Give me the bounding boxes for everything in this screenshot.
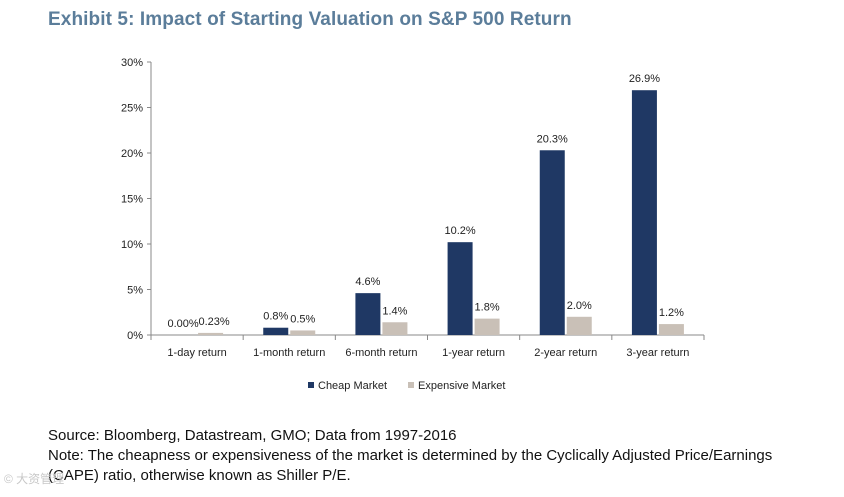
data-label-cheap: 0.00% [167,318,198,330]
chart-title: Exhibit 5: Impact of Starting Valuation … [48,9,572,30]
data-label-expensive: 1.2% [659,307,684,319]
data-label-cheap: 26.9% [629,73,660,85]
cape-note-line-2: (CAPE) ratio, otherwise known as Shiller… [48,467,351,484]
y-axis: 0% 5% 10% 15% 20% 25% 30% [121,57,152,342]
legend-label-cheap: Cheap Market [318,380,387,392]
bar-cheap-market [631,90,657,336]
bar-cheap-market [539,150,565,335]
x-tick-label: 1-month return [253,347,325,359]
bar-expensive-market [474,318,500,335]
x-axis: 1-day return 1-month return 6-month return… [150,334,705,359]
legend: Cheap Market Expensive Market [308,380,505,392]
data-label-expensive: 2.0% [567,300,592,312]
y-tick-label: 5% [127,285,143,297]
bar-expensive-market [382,322,408,335]
x-tick-label: 3-year return [626,347,689,359]
data-label-cheap: 0.8% [263,311,288,323]
y-tick-label: 25% [121,103,143,115]
y-tick-label: 20% [121,148,143,160]
footnotes: Source: Bloomberg, Datastream, GMO; Data… [48,426,838,486]
legend-label-expensive: Expensive Market [418,380,505,392]
cape-note-line-1: Note: The cheapness or expensiveness of … [48,447,773,464]
bar-cheap-market [447,242,473,335]
legend-swatch-cheap [308,382,314,388]
bar-chart: 0% 5% 10% 15% 20% 25% 30% 1-day return 1-month … [121,57,705,392]
bar-cheap-market [263,327,289,335]
x-tick-label: 1-year return [442,347,505,359]
y-tick-label: 15% [121,194,143,206]
y-tick-label: 0% [127,330,143,342]
y-tick-label: 10% [121,239,143,251]
data-label-cheap: 20.3% [537,133,568,145]
bar-expensive-market [566,316,592,335]
legend-swatch-expensive [408,382,414,388]
source-note: Source: Bloomberg, Datastream, GMO; Data… [48,427,457,444]
x-tick-label: 1-day return [167,347,226,359]
data-label-expensive: 0.23% [198,316,229,328]
watermark-logo: © 大资管理 [4,472,65,486]
x-tick-label: 2-year return [534,347,597,359]
data-label-expensive: 1.8% [475,302,500,314]
x-tick-label: 6-month return [345,347,417,359]
data-label-expensive: 0.5% [290,313,315,325]
bar-expensive-market [658,324,684,335]
data-label-cheap: 4.6% [355,276,380,288]
data-label-expensive: 1.4% [382,305,407,317]
bar-expensive-market [290,330,316,335]
bar-expensive-market [198,332,224,335]
bar-cheap-market [355,293,381,335]
y-tick-label: 30% [121,57,143,69]
data-labels: 0.00% 0.23% 0.8% 0.5% 4.6% 1.4% 10.2% 1.8% 20.3%… [167,73,684,330]
bars [198,90,684,336]
data-label-cheap: 10.2% [444,225,475,237]
